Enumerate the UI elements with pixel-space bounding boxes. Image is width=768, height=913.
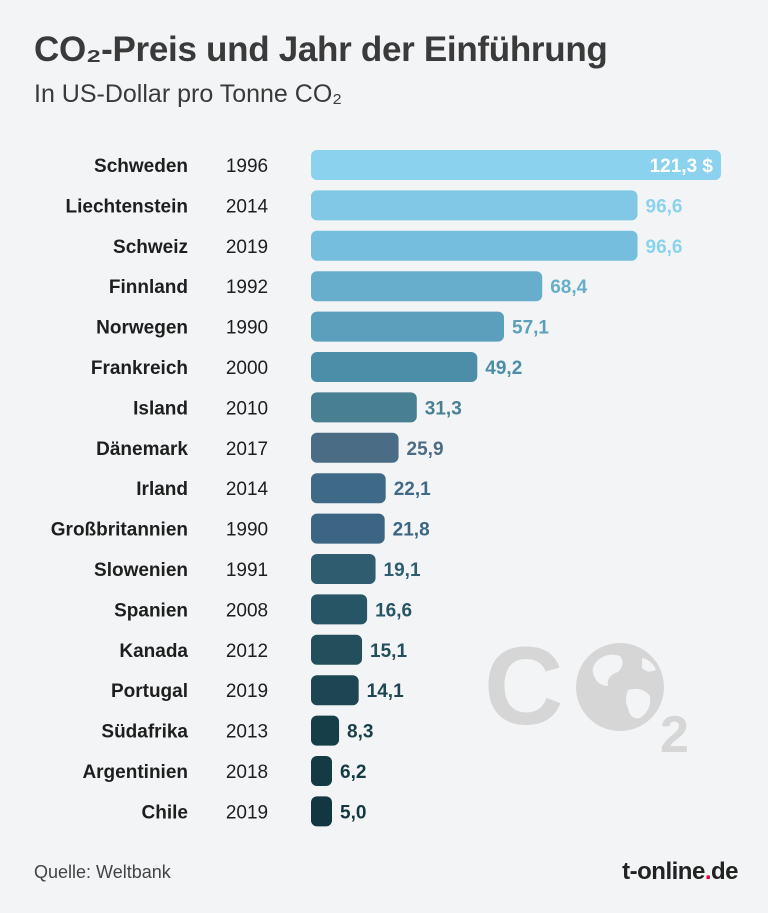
category-label: Spanien — [114, 600, 188, 621]
value-label: 31,3 — [425, 398, 462, 419]
watermark-letter: C — [484, 625, 563, 748]
brand-name: t-online — [622, 858, 705, 885]
bar — [311, 513, 385, 544]
year-label: 2019 — [226, 802, 268, 823]
value-label: 68,4 — [550, 277, 587, 298]
bar — [311, 150, 721, 180]
year-label: 2018 — [226, 762, 268, 783]
bar — [311, 715, 340, 746]
year-label: 2019 — [226, 237, 268, 258]
bar — [311, 432, 399, 463]
category-label: Kanada — [119, 641, 188, 662]
value-label: 22,1 — [394, 479, 431, 500]
category-label: Island — [133, 398, 188, 419]
category-label: Südafrika — [101, 722, 188, 743]
year-label: 1992 — [226, 277, 268, 298]
bar — [311, 554, 376, 584]
value-label: 96,6 — [646, 196, 683, 217]
bar — [311, 594, 368, 625]
value-label: 96,6 — [646, 237, 683, 258]
year-label: 2014 — [226, 479, 269, 500]
category-label: Großbritannien — [51, 520, 188, 541]
bar — [311, 756, 332, 786]
category-label: Frankreich — [91, 358, 188, 379]
brand-dot: . — [704, 858, 712, 885]
category-label: Chile — [142, 802, 188, 823]
year-label: 2010 — [226, 398, 268, 419]
bar — [311, 311, 505, 342]
category-label: Portugal — [111, 681, 188, 702]
chart-subtitle: In US-Dollar pro Tonne CO₂ — [34, 80, 342, 108]
year-label: 2019 — [226, 681, 268, 702]
brand-logo: t-online.de — [622, 858, 738, 886]
brand-tld: de — [710, 858, 739, 885]
value-label: 8,3 — [347, 722, 373, 743]
category-label: Irland — [136, 479, 188, 500]
value-label: 121,3 $ — [650, 156, 714, 177]
co2-watermark: C 2 — [484, 625, 689, 764]
category-label: Norwegen — [96, 318, 188, 339]
year-label: 2013 — [226, 722, 268, 743]
category-label: Schweden — [94, 156, 188, 177]
year-label: 2008 — [226, 600, 268, 621]
category-label: Schweiz — [113, 237, 188, 258]
year-label: 1996 — [226, 156, 268, 177]
watermark-subscript: 2 — [660, 706, 689, 764]
year-label: 2014 — [226, 196, 269, 217]
bar — [311, 675, 359, 706]
category-label: Liechtenstein — [66, 196, 188, 217]
bar — [311, 796, 332, 827]
category-label: Dänemark — [96, 439, 188, 460]
globe-icon — [576, 643, 664, 731]
value-label: 5,0 — [340, 802, 366, 823]
value-label: 21,8 — [393, 520, 430, 541]
year-label: 2017 — [226, 439, 268, 460]
value-label: 57,1 — [512, 318, 549, 339]
year-label: 1990 — [226, 318, 268, 339]
bar — [311, 271, 543, 302]
value-label: 15,1 — [370, 641, 407, 662]
value-label: 49,2 — [485, 358, 522, 379]
bar — [311, 634, 363, 665]
bar — [311, 352, 478, 382]
category-label: Slowenien — [94, 560, 188, 581]
bar — [311, 473, 386, 504]
year-label: 1990 — [226, 520, 268, 541]
category-label: Finnland — [109, 277, 188, 298]
bar — [311, 392, 417, 423]
bar — [311, 230, 638, 261]
value-label: 25,9 — [407, 439, 444, 460]
value-label: 14,1 — [367, 681, 404, 702]
year-label: 2000 — [226, 358, 268, 379]
category-label: Argentinien — [82, 762, 188, 783]
bar — [311, 190, 638, 221]
value-label: 16,6 — [375, 600, 412, 621]
year-label: 1991 — [226, 560, 268, 581]
value-label: 19,1 — [384, 560, 421, 581]
chart-title: CO₂-Preis und Jahr der Einführung — [34, 30, 608, 69]
year-label: 2012 — [226, 641, 268, 662]
source-note: Quelle: Weltbank — [34, 862, 171, 882]
value-label: 6,2 — [340, 762, 366, 783]
